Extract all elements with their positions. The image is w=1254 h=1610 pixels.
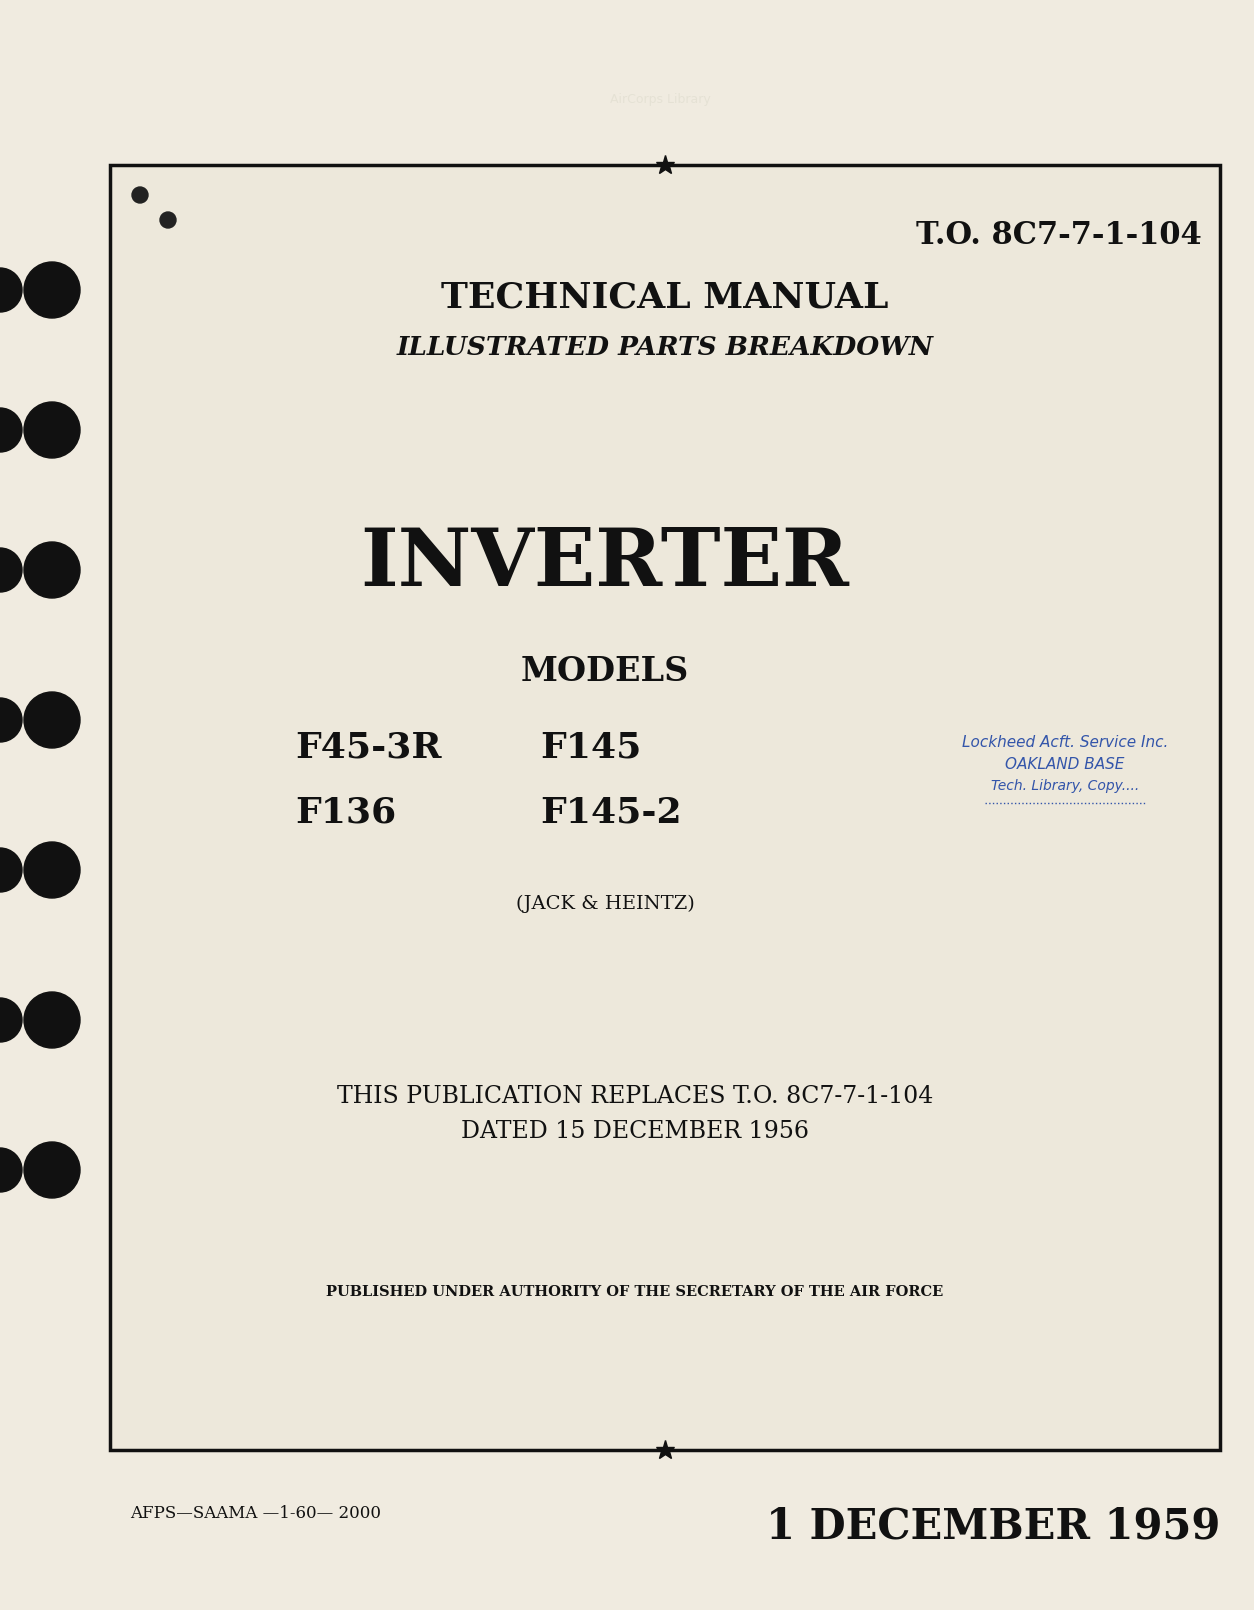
Circle shape: [0, 267, 23, 312]
Circle shape: [161, 213, 176, 229]
Circle shape: [24, 262, 80, 319]
Text: AFPS—SAAMA —1-60— 2000: AFPS—SAAMA —1-60— 2000: [130, 1505, 381, 1521]
Circle shape: [0, 1148, 23, 1191]
Circle shape: [0, 848, 23, 892]
Text: F45-3R: F45-3R: [295, 729, 441, 765]
Text: F136: F136: [295, 795, 396, 829]
Text: (JACK & HEINTZ): (JACK & HEINTZ): [515, 895, 695, 913]
Text: PUBLISHED UNDER AUTHORITY OF THE SECRETARY OF THE AIR FORCE: PUBLISHED UNDER AUTHORITY OF THE SECRETA…: [326, 1285, 943, 1299]
Circle shape: [24, 842, 80, 898]
Text: F145-2: F145-2: [540, 795, 682, 829]
Text: MODELS: MODELS: [520, 655, 690, 687]
Circle shape: [132, 187, 148, 203]
Text: Tech. Library, Copy....: Tech. Library, Copy....: [991, 779, 1139, 794]
Text: T.O. 8C7-7-1-104: T.O. 8C7-7-1-104: [917, 221, 1203, 251]
Text: THIS PUBLICATION REPLACES T.O. 8C7-7-1-104: THIS PUBLICATION REPLACES T.O. 8C7-7-1-1…: [337, 1085, 933, 1108]
Text: INVERTER: INVERTER: [361, 525, 849, 604]
Circle shape: [24, 543, 80, 597]
Text: AirCorps Library: AirCorps Library: [609, 93, 710, 106]
Text: Lockheed Acft. Service Inc.: Lockheed Acft. Service Inc.: [962, 736, 1169, 750]
Circle shape: [0, 407, 23, 452]
Circle shape: [24, 402, 80, 457]
Circle shape: [24, 992, 80, 1048]
Text: DATED 15 DECEMBER 1956: DATED 15 DECEMBER 1956: [461, 1121, 809, 1143]
Circle shape: [0, 699, 23, 742]
Circle shape: [24, 1141, 80, 1198]
Text: TECHNICAL MANUAL: TECHNICAL MANUAL: [441, 280, 889, 314]
Text: F145: F145: [540, 729, 641, 765]
Circle shape: [0, 998, 23, 1042]
Text: ILLUSTRATED PARTS BREAKDOWN: ILLUSTRATED PARTS BREAKDOWN: [396, 335, 933, 361]
Circle shape: [0, 547, 23, 592]
Text: 1 DECEMBER 1959: 1 DECEMBER 1959: [766, 1505, 1220, 1547]
Circle shape: [24, 692, 80, 749]
Text: OAKLAND BASE: OAKLAND BASE: [1006, 757, 1125, 773]
FancyBboxPatch shape: [110, 164, 1220, 1451]
